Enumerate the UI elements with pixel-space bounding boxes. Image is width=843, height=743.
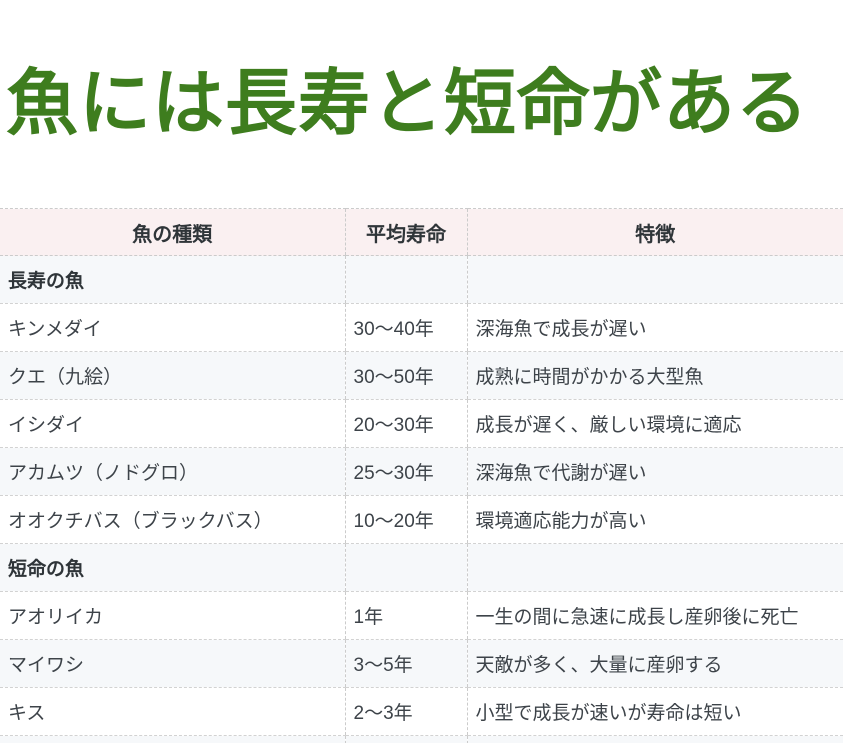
- cell-lifespan: 1年: [344, 735, 467, 743]
- cell-fish-name: オオクチバス（ブラックバス）: [0, 495, 345, 545]
- column-header-fish-type: 魚の種類: [0, 208, 345, 257]
- table-row: イシダイ 20～30年 成長が遅く、厳しい環境に適応: [0, 399, 843, 449]
- table-row: キス 2～3年 小型で成長が速いが寿命は短い: [0, 687, 843, 737]
- table-row: アユ1年一生のサイクルが早く、繁殖後に死ぬ: [0, 735, 843, 743]
- cell-lifespan: 20～30年: [344, 399, 467, 449]
- cell-fish-name: マイワシ: [0, 639, 345, 689]
- cell-lifespan: 2～3年: [344, 687, 467, 737]
- section-row: 長寿の魚: [0, 255, 843, 305]
- column-header-average-lifespan: 平均寿命: [344, 208, 467, 257]
- cell-feature: [466, 255, 843, 305]
- table-row: マイワシ 3～5年 天敵が多く、大量に産卵する: [0, 639, 843, 689]
- cell-feature: 成長が遅く、厳しい環境に適応: [466, 399, 843, 449]
- column-header-feature: 特徴: [466, 208, 843, 257]
- cell-feature: [466, 543, 843, 593]
- cell-feature: 一生のサイクルが早く、繁殖後に死ぬ: [466, 735, 843, 743]
- table-row: クエ（九絵） 30～50年 成熟に時間がかかる大型魚: [0, 351, 843, 401]
- cell-fish-name: 長寿の魚: [0, 255, 345, 305]
- table-header-row: 魚の種類 平均寿命 特徴: [0, 208, 843, 257]
- cell-feature: 深海魚で代謝が遅い: [466, 447, 843, 497]
- cell-lifespan: [344, 543, 467, 593]
- cell-lifespan: 1年: [344, 591, 467, 641]
- cell-fish-name: キス: [0, 687, 345, 737]
- page-title: 魚には長寿と短命がある: [6, 64, 810, 145]
- cell-feature: 一生の間に急速に成長し産卵後に死亡: [466, 591, 843, 641]
- fish-table-body: 長寿の魚 キンメダイ 30～40年 深海魚で成長が遅い クエ（九絵） 30～50年 成熟に時…: [0, 255, 843, 743]
- cell-lifespan: [344, 255, 467, 305]
- cell-lifespan: 3～5年: [344, 639, 467, 689]
- cell-feature: 環境適応能力が高い: [466, 495, 843, 545]
- table-row: オオクチバス（ブラックバス） 10～20年 環境適応能力が高い: [0, 495, 843, 545]
- cell-feature: 成熟に時間がかかる大型魚: [466, 351, 843, 401]
- cell-lifespan: 25～30年: [344, 447, 467, 497]
- cell-feature: 小型で成長が速いが寿命は短い: [466, 687, 843, 737]
- cell-feature: 深海魚で成長が遅い: [466, 303, 843, 353]
- cell-fish-name: キンメダイ: [0, 303, 345, 353]
- section-row: 短命の魚: [0, 543, 843, 593]
- cell-fish-name: 短命の魚: [0, 543, 345, 593]
- cell-lifespan: 30～40年: [344, 303, 467, 353]
- cell-lifespan: 30～50年: [344, 351, 467, 401]
- cell-fish-name: アユ: [0, 735, 345, 743]
- table-row: アカムツ（ノドグロ） 25～30年 深海魚で代謝が遅い: [0, 447, 843, 497]
- cell-fish-name: アオリイカ: [0, 591, 345, 641]
- cell-fish-name: クエ（九絵）: [0, 351, 345, 401]
- table-row: キンメダイ 30～40年 深海魚で成長が遅い: [0, 303, 843, 353]
- cell-lifespan: 10～20年: [344, 495, 467, 545]
- cell-fish-name: イシダイ: [0, 399, 345, 449]
- cell-fish-name: アカムツ（ノドグロ）: [0, 447, 345, 497]
- fish-lifespan-table: 魚の種類 平均寿命 特徴 長寿の魚 キンメダイ 30～40年 深海魚で成長が遅い クエ（…: [0, 208, 843, 743]
- table-row: アオリイカ 1年 一生の間に急速に成長し産卵後に死亡: [0, 591, 843, 641]
- cell-feature: 天敵が多く、大量に産卵する: [466, 639, 843, 689]
